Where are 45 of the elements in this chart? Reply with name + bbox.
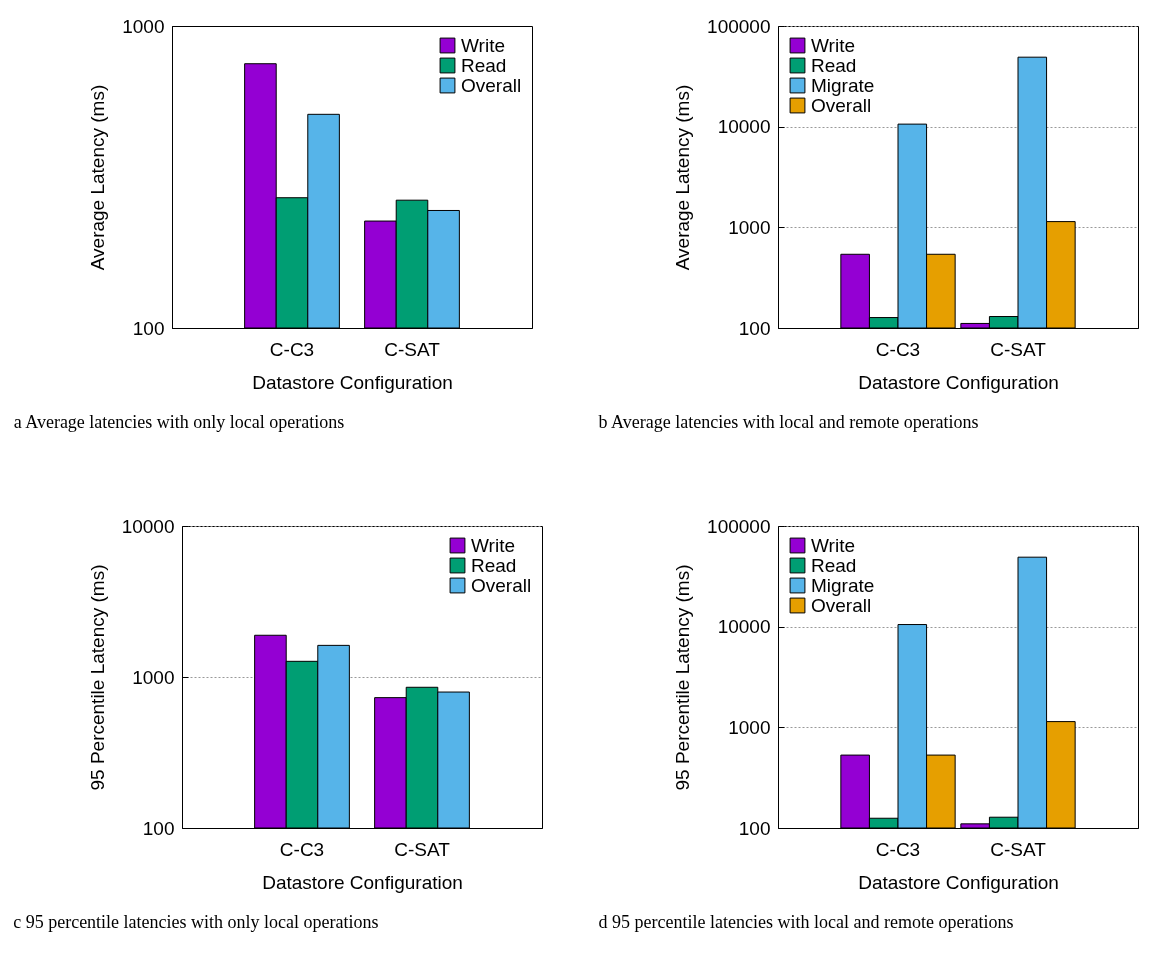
x-tick-label: C-C3 [875, 838, 921, 860]
y-tick-label: 10000 [717, 116, 771, 138]
legend-label: Read [461, 54, 507, 76]
text: c 95 percentile latencies with only local operations [13, 912, 379, 932]
x-tick-label: C-SAT [384, 338, 441, 360]
legend-label: Read [811, 54, 857, 76]
y-tick-label: 100000 [707, 515, 771, 537]
y-tick-label: 10000 [717, 616, 771, 638]
x-tick-label: C-C3 [279, 838, 325, 860]
legend-label: Write [811, 34, 855, 56]
legend-label: Read [811, 554, 857, 576]
y-axis-title: 95 Percentile Latency (ms) [86, 564, 108, 791]
y-tick-label: 100 [738, 317, 771, 339]
legend-label: Write [811, 534, 855, 556]
y-tick-label: 1000 [122, 15, 165, 37]
x-axis-title: Datastore Configuration [252, 371, 453, 393]
y-tick-label: 1000 [728, 716, 771, 738]
y-tick-label: 100000 [707, 15, 771, 37]
x-tick-label: C-SAT [990, 838, 1047, 860]
legend-label: Migrate [811, 574, 875, 596]
y-axis-title: Average Latency (ms) [672, 84, 694, 271]
x-tick-label: C-C3 [875, 338, 921, 360]
y-tick-label: 100 [142, 817, 175, 839]
text: b Average latencies with local and remote operations [598, 412, 979, 432]
legend-label: Overall [471, 574, 532, 596]
y-tick-label: 1000 [728, 216, 771, 238]
text: d 95 percentile latencies with local and remote operations [598, 912, 1014, 932]
legend-label: Write [461, 34, 505, 56]
y-tick-label: 100 [738, 817, 771, 839]
legend-label: Overall [461, 74, 522, 96]
x-tick-label: C-SAT [394, 838, 451, 860]
y-tick-label: 1000 [132, 666, 175, 688]
x-axis-title: Datastore Configuration [858, 871, 1059, 893]
x-tick-label: C-C3 [269, 338, 315, 360]
x-axis-title: Datastore Configuration [262, 871, 463, 893]
text: a Average latencies with only local operations [13, 412, 345, 432]
x-axis-title: Datastore Configuration [858, 371, 1059, 393]
y-axis-title: 95 Percentile Latency (ms) [672, 564, 694, 791]
y-tick-label: 100 [132, 317, 165, 339]
legend-label: Migrate [811, 74, 875, 96]
legend-label: Write [471, 534, 515, 556]
x-tick-label: C-SAT [990, 338, 1047, 360]
y-axis-title: Average Latency (ms) [87, 84, 109, 271]
legend-label: Read [471, 554, 517, 576]
y-tick-label: 10000 [121, 515, 175, 537]
